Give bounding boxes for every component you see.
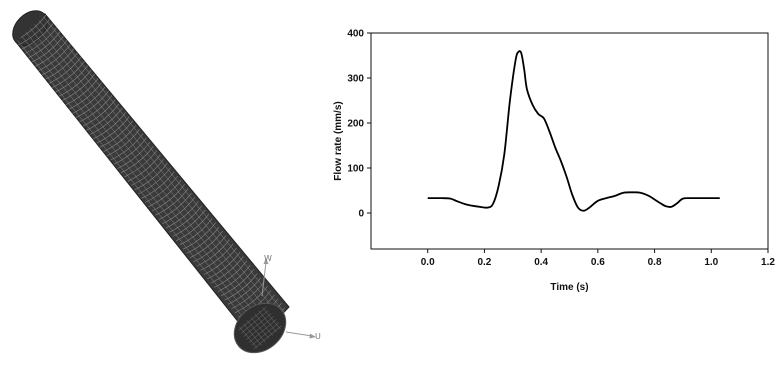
chart-svg: 0.0 0.2 0.4 0.6 0.8 1.0 1.2 0 100 200 300 400 Time … (333, 29, 775, 294)
x-tick-label: 1.0 (704, 257, 718, 268)
y-tick-label: 300 (347, 74, 364, 85)
x-tick-label: 0.4 (534, 257, 548, 268)
end-face-grid-line (250, 317, 270, 339)
end-face-grid-line (253, 325, 282, 349)
x-tick-label: 1.2 (761, 257, 775, 268)
y-tick-label: 100 (347, 164, 364, 175)
x-tick-label: 0.2 (477, 257, 491, 268)
mesh-axial-line (38, 20, 282, 318)
mesh-axial-line (34, 24, 277, 322)
x-tick-label: 0.8 (648, 257, 662, 268)
flow-rate-line (427, 50, 720, 212)
axis-triad: W U (261, 254, 321, 341)
mesh-axial-line (20, 35, 264, 333)
cylinder-mesh-panel: W U (0, 0, 330, 374)
x-tick-label: 0.0 (421, 257, 435, 268)
cylinder-mesh-image: W U (12, 10, 321, 354)
mesh-axial-line (25, 31, 268, 329)
cylinder-top-cap (12, 10, 48, 46)
y-tick-label: 200 (347, 119, 364, 130)
y-tick-label: 400 (347, 29, 364, 40)
end-face-grid-line (262, 307, 281, 330)
triad-u-label: U (315, 332, 321, 341)
flow-rate-chart: 0.0 0.2 0.4 0.6 0.8 1.0 1.2 0 100 200 300 400 Time … (330, 0, 780, 374)
y-tick-label: 0 (358, 209, 364, 220)
cylinder-end-face (233, 302, 287, 354)
plot-frame (370, 32, 769, 250)
end-face-grid-line (254, 313, 274, 336)
mesh-axial-line (43, 16, 286, 315)
mesh-axial-line (29, 27, 273, 326)
x-tick-label: 0.6 (591, 257, 605, 268)
mesh-axial-line (16, 38, 259, 337)
end-face-grid-line (248, 319, 277, 343)
y-axis-title: Flow rate (mm/s) (333, 101, 344, 180)
x-axis-title: Time (s) (550, 282, 588, 293)
end-face-grid-line (251, 322, 280, 346)
triad-w-label: W (264, 254, 272, 263)
end-face-grid-line (258, 310, 277, 333)
